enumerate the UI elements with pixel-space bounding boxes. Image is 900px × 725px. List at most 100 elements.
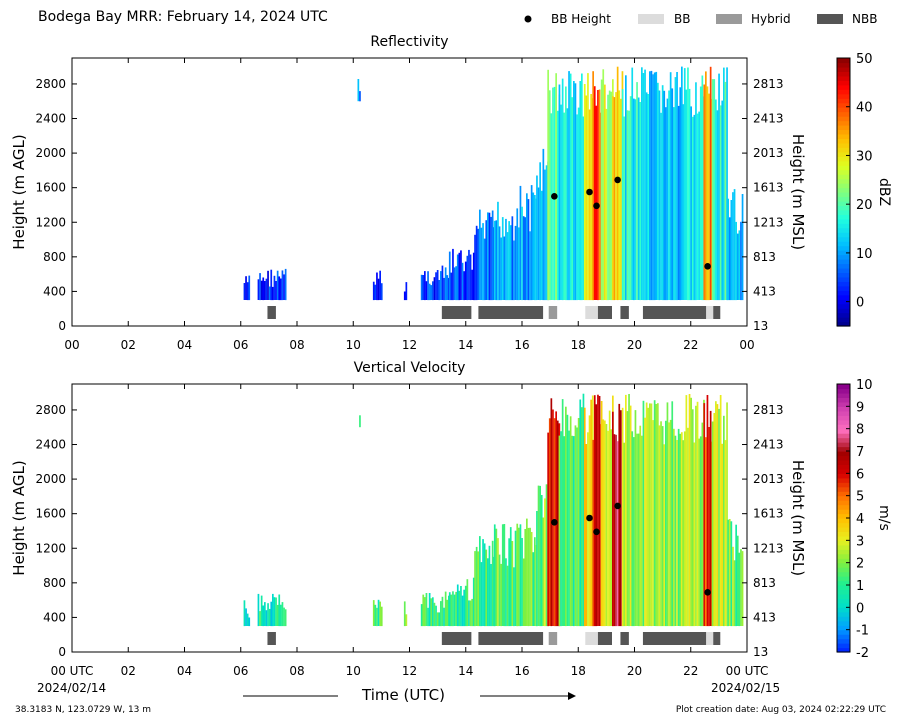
x-tick-label: 00 UTC [51,664,94,678]
colorbar-segment [837,192,850,198]
colorbar-segment [837,116,850,122]
echo-streak [612,395,614,627]
echo-streak [379,601,381,627]
echo-streak [540,495,543,627]
colorbar-segment [837,169,850,175]
echo-streak [607,94,609,301]
echo-streak [245,608,247,626]
echo-streak [260,595,263,626]
echo-streak [542,148,545,301]
echo-streak [605,424,608,626]
echo-streak [574,83,577,301]
classification-bar-nbb [267,306,276,319]
echo-streak [491,540,494,627]
echo-streak [501,217,504,300]
echo-streak [629,96,632,300]
echo-streak [430,285,433,300]
echo-streak [477,551,480,627]
bb-height-point [704,589,711,596]
echo-streak [673,428,675,627]
echo-streak [424,597,426,627]
echo-streak [645,402,648,626]
echo-streak [677,428,680,626]
echo-streak [275,281,277,300]
echo-streak [273,597,276,626]
echo-streak [708,93,710,301]
echo-streak [488,212,491,301]
echo-streak [540,190,543,300]
colorbar-segment [837,526,850,532]
echo-streak [444,591,447,626]
echo-streak [488,545,491,627]
colorbar-tick-label: 0 [856,601,864,616]
echo-streak [526,518,528,626]
echo-streak [529,231,531,301]
echo-streak [280,604,282,627]
colorbar-segment [837,571,850,577]
echo-streak [566,108,569,301]
colorbar-segment [837,406,850,412]
legend-label-nbb: NBB [852,12,877,26]
colorbar-frame [836,383,851,653]
echo-streak [257,593,260,627]
colorbar-segment [837,562,850,568]
x-tick-label: 14 [458,338,473,352]
echo-streak [644,69,646,301]
echo-streak [728,217,731,301]
echo-streak [448,277,450,300]
start-date: 2024/02/14 [37,681,107,695]
y-right-tick-label: 413 [753,284,776,298]
legend-label-bb-height: BB Height [551,12,611,26]
echo-streak [709,410,712,626]
echo-streak [372,600,375,626]
echo-streak [461,262,464,300]
echo-streak [490,564,492,627]
echo-streak [466,255,469,301]
echo-streak [616,441,619,627]
echo-streak [420,604,423,627]
echo-streak [669,419,672,627]
echo-streak [493,524,496,627]
echo-streak [553,418,556,627]
echo-streak [493,556,496,627]
echo-streak [688,394,691,627]
legend-nbb-swatch [817,14,843,24]
y-tick-label: 2000 [35,472,66,486]
colorbar-segment [837,504,850,510]
colorbar-segment [837,133,850,139]
echo-streak [281,602,284,627]
y-right-tick-label: 2013 [753,146,784,160]
echo-streak [455,266,457,301]
echo-streak [620,98,622,301]
figure-title: Bodega Bay MRR: February 14, 2024 UTC [38,9,328,25]
echo-streak [690,106,692,301]
echo-streak [568,71,570,301]
echo-streak [626,411,629,626]
colorbar-segment [837,281,850,287]
echo-streak [674,435,677,626]
echo-streak [629,405,632,626]
echo-streak [652,74,654,301]
echo-streak [740,221,742,301]
echo-streak [460,250,462,300]
echo-streak [681,432,683,627]
colorbar-segment [837,459,850,465]
x-tick-label: 12 [402,664,417,678]
echo-streak [703,84,706,300]
echo-streak [448,592,451,627]
echo-streak [587,73,589,301]
echo-streak [524,529,527,626]
creation-date-text: Plot creation date: Aug 03, 2024 02:22:2… [675,705,886,715]
classification-bar-hybrid [548,306,558,319]
echo-streak [380,606,383,627]
y-axis-label: Height (m AGL) [10,460,28,575]
echo-streak [487,558,489,627]
x-tick-label: 16 [514,338,529,352]
y-tick-label: 1200 [35,215,66,229]
echo-streak [598,89,601,300]
echo-streak [711,441,714,627]
echo-streak [280,278,282,301]
echo-streak [713,79,716,301]
echo-streak [275,597,277,626]
y-tick-label: 1600 [35,181,66,195]
